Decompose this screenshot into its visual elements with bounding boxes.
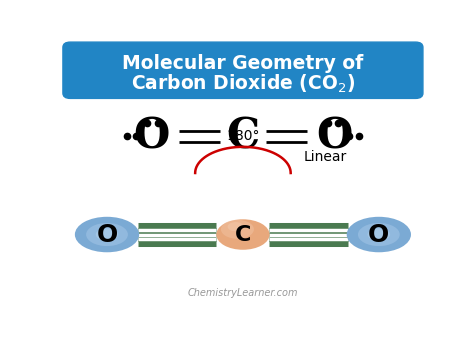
Text: Molecular Geometry of: Molecular Geometry of xyxy=(122,54,364,72)
Text: 180°: 180° xyxy=(226,129,260,143)
Ellipse shape xyxy=(346,217,411,252)
Text: O: O xyxy=(133,115,169,157)
Text: ChemistryLearner.com: ChemistryLearner.com xyxy=(188,288,298,298)
Ellipse shape xyxy=(86,223,128,246)
FancyBboxPatch shape xyxy=(63,42,423,98)
Ellipse shape xyxy=(228,222,244,231)
Text: O: O xyxy=(317,115,353,157)
Ellipse shape xyxy=(368,228,390,241)
Text: C: C xyxy=(235,224,251,244)
Text: C: C xyxy=(227,115,259,157)
Text: Carbon Dioxide (CO$_2$): Carbon Dioxide (CO$_2$) xyxy=(131,73,355,95)
Ellipse shape xyxy=(216,219,270,250)
Ellipse shape xyxy=(358,223,400,246)
Ellipse shape xyxy=(75,217,139,252)
Text: O: O xyxy=(96,223,118,246)
Ellipse shape xyxy=(221,220,254,239)
Text: O: O xyxy=(368,223,390,246)
Ellipse shape xyxy=(96,228,118,241)
Text: Linear: Linear xyxy=(303,150,347,164)
